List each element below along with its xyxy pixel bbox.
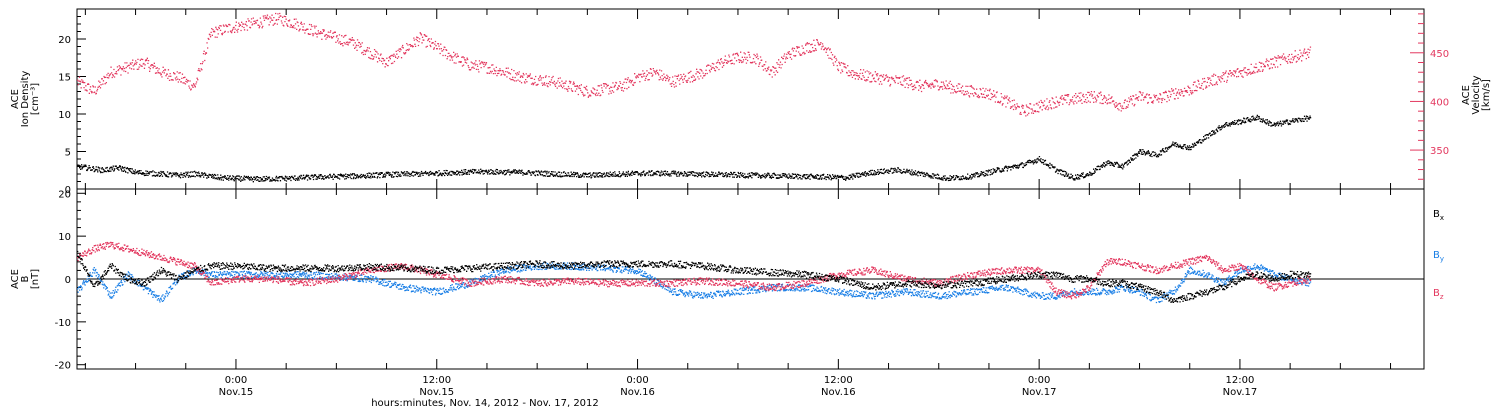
date-tick-label: Nov.15 [419,387,454,398]
density-axis-label-line: ACE [10,89,21,109]
field-tick-label: -10 [55,318,71,329]
legend-by: By [1433,250,1444,263]
bx-series [77,250,1312,304]
bz-series-points [77,241,1312,300]
density-series [77,114,1312,183]
velocity-tick-label: 400 [1430,97,1449,108]
date-tick-label: Nov.16 [821,387,856,398]
density-axis-label-line: Ion Density [20,71,31,128]
by-series-points [77,262,1312,304]
date-tick-label: Nov.15 [219,387,254,398]
velocity-axis-label-line: Velocity [1471,75,1482,114]
legend-bz: Bz [1433,288,1444,301]
field-tick-label: 20 [58,189,71,200]
density-tick-label: 5 [65,148,71,159]
bz-series [77,241,1312,300]
velocity-series-points [77,12,1312,117]
velocity-tick-label: 450 [1430,49,1449,60]
field-axis-label-line: [nT] [30,269,41,289]
x-axis-title: hours:minutes, Nov. 14, 2012 - Nov. 17, … [371,398,599,409]
time-tick-label: 0:00 [626,375,648,386]
density-series-points [77,114,1312,183]
velocity-tick-label: 350 [1430,146,1449,157]
field-axis-label-line: ACE [10,269,21,289]
field-tick-label: -20 [55,361,71,372]
time-tick-label: 0:00 [225,375,247,386]
velocity-axis-label: ACE Velocity [km/s] [1461,75,1492,114]
bx-series-points [77,250,1312,304]
legend-bx: Bx [1433,209,1444,222]
velocity-axis-label-line: [km/s] [1481,79,1492,111]
date-tick-label: Nov.17 [1022,387,1057,398]
time-axis: 0:00Nov.1512:00Nov.150:00Nov.1612:00Nov.… [84,9,1392,398]
field-tick-label: 10 [58,232,71,243]
date-tick-label: Nov.16 [620,387,655,398]
time-tick-label: 0:00 [1028,375,1050,386]
velocity-axis-label-line: ACE [1461,85,1472,105]
density-tick-label: 0 [65,185,71,196]
field-axis-label-line: B [20,275,31,282]
date-tick-label: Nov.17 [1223,387,1258,398]
density-axis-label-line: [cm⁻³] [30,83,41,115]
field-tick-label: 0 [65,275,71,286]
time-tick-label: 12:00 [824,375,853,386]
density-tick-label: 15 [58,73,71,84]
density-tick-label: 20 [58,35,71,46]
density-axis-label: ACE Ion Density [cm⁻³] [10,71,41,128]
time-tick-label: 12:00 [422,375,451,386]
density-tick-label: 10 [58,110,71,121]
top-panel-frame [76,8,1425,190]
velocity-series [77,12,1312,117]
field-axis-label: ACE B [nT] [10,269,41,289]
bottom-panel: -20 -10 0 10 20 ACE B [nT] Bx By Bz [10,188,1444,372]
by-series [77,262,1312,304]
time-tick-label: 12:00 [1226,375,1255,386]
